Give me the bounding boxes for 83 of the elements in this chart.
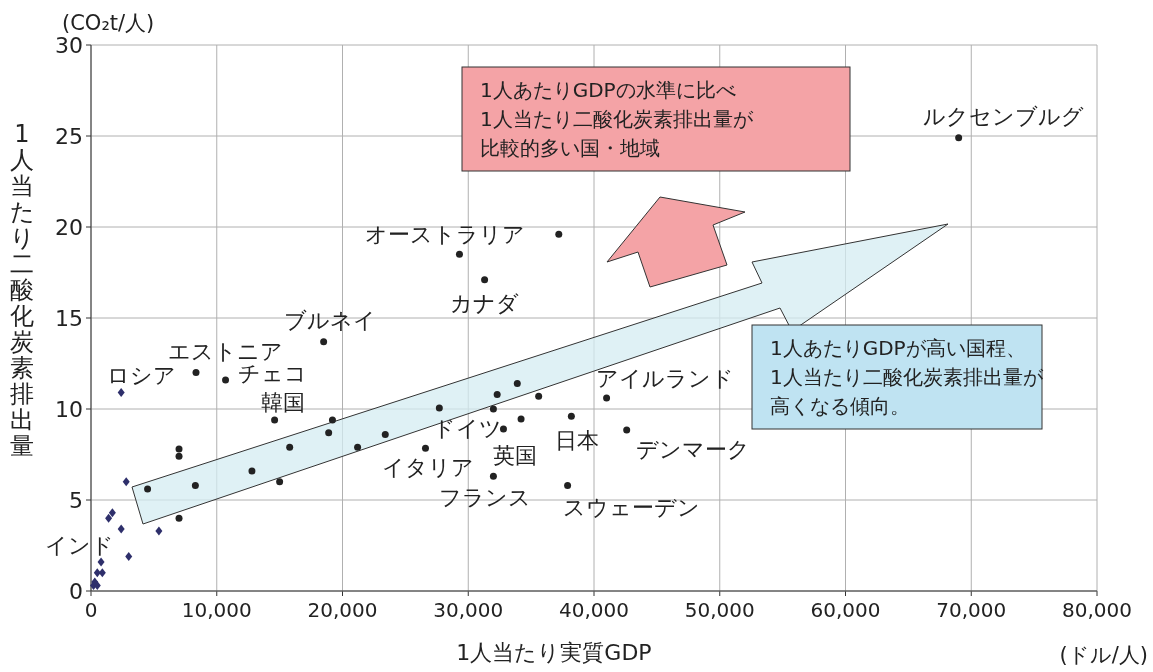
- x-tick-label: 30,000: [433, 598, 504, 622]
- point: [325, 429, 333, 437]
- point: [499, 425, 507, 433]
- text: (ドル/人): [1059, 643, 1148, 667]
- annotation: カナダ: [450, 290, 520, 316]
- point: [328, 416, 336, 424]
- annotation: 1人あたりGDPの水準に比べ: [480, 78, 736, 102]
- point: [105, 513, 113, 523]
- x-tick-label: 20,000: [307, 598, 378, 622]
- annotation: ロシア: [106, 362, 176, 388]
- point: [422, 444, 429, 452]
- annotation: アイルランド: [595, 366, 734, 392]
- point: [276, 478, 284, 486]
- point: [435, 404, 443, 412]
- annotation: 高くなる傾向。: [770, 394, 910, 418]
- x-tick-label: 70,000: [936, 598, 1007, 622]
- point: [175, 452, 183, 460]
- point: [381, 430, 389, 438]
- x-tick-label: 40,000: [559, 598, 629, 622]
- point: [125, 551, 133, 561]
- annotation: 1人あたりGDPが高い国程、: [770, 336, 1026, 360]
- point: [248, 467, 256, 475]
- point: [535, 392, 543, 400]
- annotation: 韓国: [260, 389, 305, 415]
- point: [481, 276, 489, 284]
- x-tick-label: 80,000: [1062, 598, 1132, 622]
- annotation: ドイツ: [432, 416, 502, 441]
- y-tick-label: 5: [69, 488, 83, 513]
- point: [455, 250, 463, 258]
- x-tick-label: 60,000: [810, 598, 881, 622]
- point: [98, 568, 106, 578]
- annotation: 1人当たり二酸化炭素排出量が: [770, 365, 1044, 389]
- x-axis-title: 1人当たり実質GDP: [456, 640, 652, 665]
- point: [108, 508, 116, 518]
- annotation: フランス: [439, 485, 532, 511]
- point: [603, 394, 611, 402]
- annotation: スウェーデン: [563, 495, 701, 521]
- point: [191, 481, 199, 489]
- point: [354, 443, 362, 451]
- point: [117, 388, 125, 398]
- point: [517, 415, 525, 423]
- point: [564, 481, 572, 489]
- point: [320, 338, 328, 346]
- x-tick-label: 10,000: [181, 598, 252, 622]
- annotation: インド: [44, 532, 114, 558]
- point: [555, 230, 563, 238]
- point: [623, 426, 631, 434]
- annotation: ルクセンブルグ: [923, 103, 1085, 129]
- point: [144, 485, 152, 493]
- point: [271, 416, 279, 424]
- x-tick-label: 50,000: [684, 598, 755, 622]
- point: [489, 405, 497, 413]
- y-tick-label: 20: [55, 215, 83, 240]
- point: [97, 557, 105, 567]
- point: [493, 390, 501, 398]
- point: [117, 524, 125, 534]
- y-tick-label: 25: [55, 124, 83, 149]
- point: [155, 526, 163, 536]
- text: 1人当たり二酸化炭素排出量: [9, 120, 35, 460]
- point: [286, 443, 294, 451]
- point: [222, 376, 230, 384]
- point: [955, 134, 963, 142]
- annotation: オーストラリア: [364, 222, 525, 248]
- annotation: イタリア: [382, 455, 475, 481]
- point: [567, 412, 575, 420]
- point: [122, 477, 130, 487]
- annotation: 日本: [555, 428, 600, 454]
- annotation: 1人当たり二酸化炭素排出量が: [480, 107, 754, 131]
- point: [489, 472, 497, 480]
- y-tick-label: 0: [69, 579, 83, 604]
- annotation: デンマーク: [635, 436, 750, 462]
- y-tick-label: 30: [55, 33, 83, 58]
- annotation: ブルネイ: [283, 307, 376, 333]
- y-tick-label: 15: [55, 306, 83, 331]
- x-tick-label: 0: [84, 598, 98, 622]
- point: [175, 445, 183, 453]
- annotation: 英国: [493, 443, 538, 469]
- point: [513, 380, 521, 388]
- y-tick-label: 10: [55, 397, 83, 422]
- text: (CO₂t/人): [62, 11, 155, 35]
- point: [192, 369, 200, 377]
- point: [175, 514, 183, 522]
- annotation: 比較的多い国・地域: [480, 136, 660, 160]
